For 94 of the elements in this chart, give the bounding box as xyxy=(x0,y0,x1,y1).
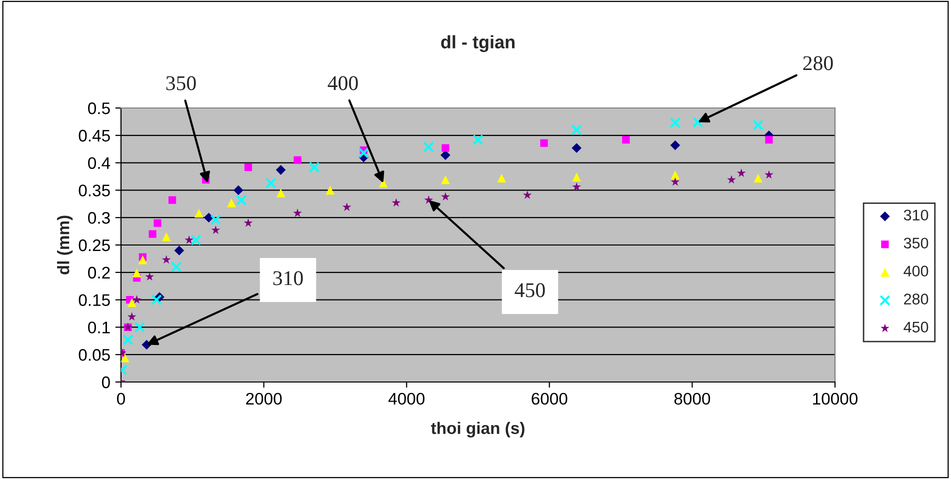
point xyxy=(122,334,134,346)
y-tick-label: 0.1 xyxy=(88,322,110,334)
point xyxy=(540,139,548,147)
point xyxy=(148,230,156,238)
point xyxy=(151,294,162,306)
x-axis-title: thoi gian (s) xyxy=(430,422,524,438)
y-tick-label: 0.35 xyxy=(78,184,110,196)
point xyxy=(472,134,484,146)
point xyxy=(572,143,582,153)
annotation: 450 xyxy=(514,283,545,298)
point xyxy=(244,218,253,227)
point xyxy=(326,186,334,195)
point xyxy=(423,141,434,152)
point xyxy=(211,226,220,234)
y-tick-label: 0.15 xyxy=(78,294,110,306)
point xyxy=(670,140,680,150)
annotation: 400 xyxy=(328,76,358,90)
point xyxy=(127,312,136,321)
x-tick-label: 2000 xyxy=(246,392,282,405)
point xyxy=(127,298,136,307)
legend-label: 400 xyxy=(904,266,928,276)
point xyxy=(342,202,352,211)
point xyxy=(184,235,194,244)
point xyxy=(378,178,388,188)
annotation: 310 xyxy=(273,271,303,286)
x-tick-label: 4000 xyxy=(388,392,424,405)
point xyxy=(204,212,214,223)
point xyxy=(194,208,204,218)
point xyxy=(670,170,680,180)
y-tick-label: 0.3 xyxy=(88,212,110,224)
point xyxy=(162,255,171,264)
legend-label: 450 xyxy=(904,322,928,332)
point xyxy=(134,322,146,333)
legend-label: 310 xyxy=(904,210,928,221)
legend-label: 280 xyxy=(904,294,928,304)
x-tick-label: 6000 xyxy=(532,392,568,405)
point xyxy=(265,178,276,189)
y-tick-label: 0.2 xyxy=(88,266,110,279)
point xyxy=(138,255,148,264)
point xyxy=(190,234,202,246)
y-tick-label: 0.5 xyxy=(88,102,110,114)
y-axis-title: dl (mm) xyxy=(57,216,73,274)
point xyxy=(308,162,320,173)
y-tick-label: 0.4 xyxy=(88,157,110,170)
point xyxy=(244,163,252,171)
point xyxy=(670,177,680,186)
point xyxy=(736,168,746,177)
point xyxy=(162,232,171,242)
point xyxy=(764,170,774,179)
point xyxy=(132,295,142,304)
annotation: 280 xyxy=(803,56,833,70)
point xyxy=(358,148,370,158)
point xyxy=(572,172,581,182)
point xyxy=(441,192,450,201)
point xyxy=(727,175,736,184)
y-tick-label: 0 xyxy=(102,376,110,388)
point xyxy=(622,136,630,144)
point xyxy=(442,144,450,152)
y-tick-label: 0.05 xyxy=(78,349,110,361)
point xyxy=(236,194,247,206)
point xyxy=(670,117,681,128)
point xyxy=(571,124,582,136)
point xyxy=(392,198,401,207)
point xyxy=(121,353,130,362)
point xyxy=(276,165,286,175)
point xyxy=(522,190,532,199)
x-tick-label: 10000 xyxy=(813,392,858,405)
y-tick-label: 0.45 xyxy=(78,130,110,142)
point xyxy=(170,261,182,272)
point xyxy=(132,268,142,278)
point xyxy=(168,196,176,204)
annotation: 350 xyxy=(166,76,196,90)
point xyxy=(572,182,582,191)
legend-label: 350 xyxy=(904,238,928,249)
point xyxy=(233,185,244,196)
point xyxy=(692,116,704,128)
point xyxy=(227,198,236,208)
point xyxy=(752,120,764,130)
point xyxy=(293,208,302,217)
point xyxy=(210,214,222,226)
chart-title: dl - tgian xyxy=(441,35,514,52)
x-tick-label: 8000 xyxy=(674,392,710,405)
point xyxy=(174,246,184,256)
point xyxy=(154,219,162,227)
point xyxy=(754,174,762,183)
y-tick-label: 0.25 xyxy=(78,239,110,252)
point xyxy=(294,156,302,164)
point xyxy=(276,188,286,198)
point xyxy=(765,136,773,144)
point xyxy=(441,175,450,184)
point xyxy=(440,150,450,160)
x-tick-label: 0 xyxy=(117,392,125,405)
point xyxy=(497,174,506,183)
point xyxy=(145,272,154,281)
